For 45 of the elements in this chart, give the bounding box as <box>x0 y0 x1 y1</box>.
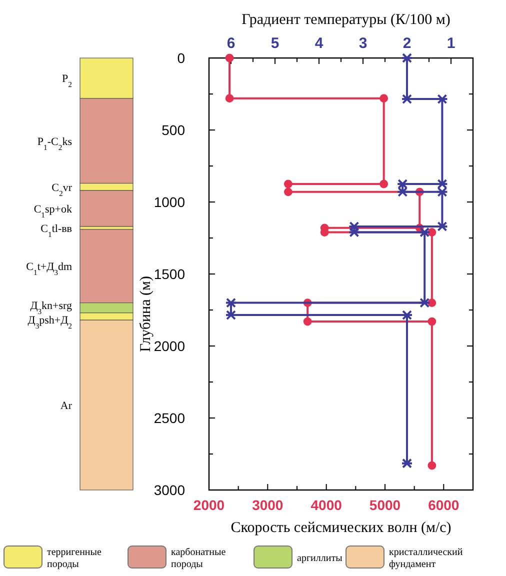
series-label: P$_{1}$-C$_{2}$ks <box>37 136 72 152</box>
y-tick-label: 0 <box>177 50 186 66</box>
x2-tick-label: 3 <box>358 35 368 52</box>
series-label: Д$_{3}$kn+srg <box>30 300 72 316</box>
y-tick-label: 3000 <box>154 482 186 498</box>
point <box>428 228 436 236</box>
x2-tick-label: 2 <box>402 35 412 52</box>
series-label: C$_{1}$tl-вв <box>40 222 72 238</box>
x-tick-label: 3000 <box>252 497 284 513</box>
point <box>428 461 436 470</box>
y-axis-title: Глубина (м) <box>138 276 154 352</box>
point <box>428 298 436 307</box>
x2-axis-title: Градиент температуры (К/100 м) <box>242 12 450 28</box>
x-tick-label: 2000 <box>193 497 225 513</box>
y-tick-label: 2000 <box>154 338 186 354</box>
y-tick-label: 1000 <box>154 194 186 210</box>
x2-tick-label: 6 <box>226 35 236 52</box>
point <box>380 94 388 103</box>
series-label: C$_{2}$vr <box>52 182 72 198</box>
series-label: C$_{1}$sp+ok <box>34 203 72 219</box>
x-tick-label: 6000 <box>428 497 460 513</box>
x2-tick-label: 1 <box>446 35 456 52</box>
point <box>225 94 234 103</box>
x-tick-label: 4000 <box>310 497 342 513</box>
text: аргиллиты <box>297 553 343 564</box>
x2-tick-label: 4 <box>314 35 324 52</box>
point <box>428 317 436 326</box>
text: карбонатные породы <box>171 547 226 570</box>
x2-tick-label: 5 <box>270 35 280 52</box>
text: терригенные породы <box>47 547 102 570</box>
point <box>225 54 234 62</box>
x-tick-label: 5000 <box>369 497 401 513</box>
y-tick-label: 2500 <box>154 410 186 426</box>
y-tick-label: 500 <box>162 122 186 138</box>
x-axis-title: Скорость сейсмических волн (м/с) <box>230 520 452 536</box>
series-label: P$_{2}$ <box>62 73 72 89</box>
series-label: Д$_{3}$psh+Д$_{2}$ <box>28 314 72 330</box>
series-label: C$_{1}$t+Д$_{3}$dm <box>26 261 72 277</box>
y-tick-label: 1500 <box>154 266 186 282</box>
point <box>284 180 292 188</box>
text: кристаллический фундамент <box>389 547 464 570</box>
point <box>380 180 388 188</box>
point <box>303 317 312 326</box>
point <box>284 188 292 196</box>
series-label: Ar <box>60 400 72 412</box>
